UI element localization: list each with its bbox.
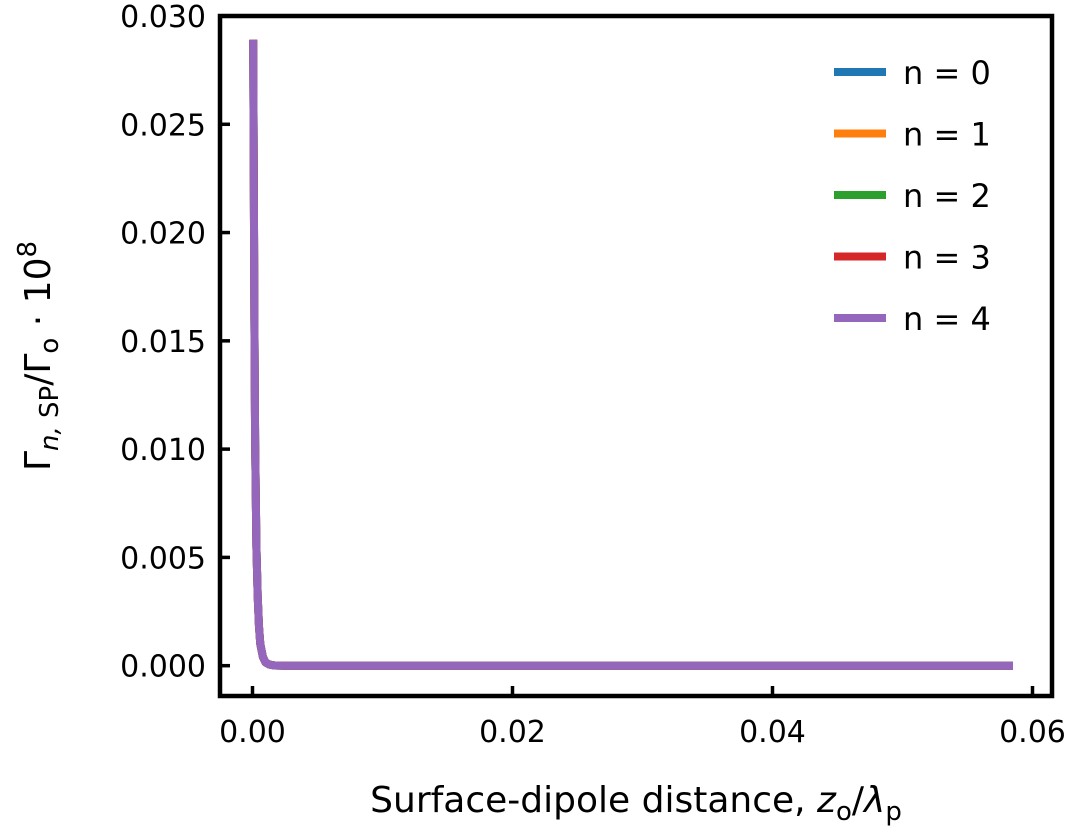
y-tick-label: 0.020 <box>120 217 206 252</box>
series-line-n3 <box>249 39 1013 670</box>
ticks-layer: 0.00 0.02 0.04 0.06 0.000 0.005 0.010 0.015 0.02… <box>120 0 1066 750</box>
legend-label-n4: n = 4 <box>903 300 991 338</box>
x-tick-label: 0.04 <box>739 715 806 750</box>
legend-label-n2: n = 2 <box>903 177 991 215</box>
y-axis-label: Γn, SP/Γo · 108 <box>13 241 65 471</box>
legend-label-n3: n = 3 <box>903 239 991 277</box>
y-tick-label: 0.030 <box>120 0 206 35</box>
y-tick-label: 0.010 <box>120 433 206 468</box>
legend-label-n1: n = 1 <box>903 116 991 154</box>
y-tick-label: 0.000 <box>120 650 206 685</box>
x-tick-label: 0.06 <box>999 715 1066 750</box>
legend: n = 0 n = 1 n = 2 n = 3 n = 4 <box>834 54 991 338</box>
y-tick-label: 0.005 <box>120 541 206 576</box>
plot-frame <box>217 13 1055 699</box>
x-tick-label: 0.00 <box>219 715 286 750</box>
x-axis-label: Surface-dipole distance, zo/λp <box>370 780 902 827</box>
series-line-n4 <box>249 39 1013 670</box>
legend-label-n0: n = 0 <box>903 54 991 92</box>
x-tick-label: 0.02 <box>479 715 546 750</box>
series-layer <box>249 39 1013 670</box>
y-tick-label: 0.015 <box>120 325 206 360</box>
y-tick-label: 0.025 <box>120 108 206 143</box>
series-line-n0 <box>249 39 1013 670</box>
series-line-n2 <box>249 39 1013 670</box>
series-line-n1 <box>249 39 1013 670</box>
